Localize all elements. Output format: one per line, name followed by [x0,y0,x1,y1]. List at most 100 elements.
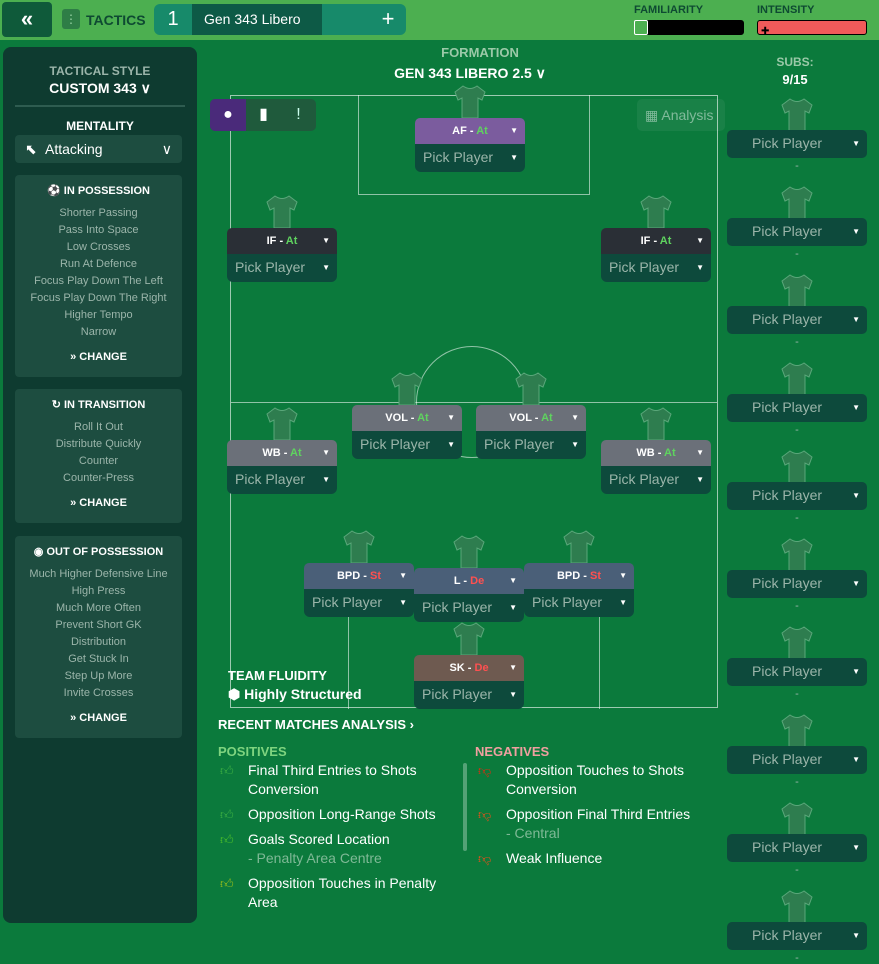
dropdown-arrow-icon: ▼ [852,491,860,500]
pick-player-select[interactable]: Pick Player ▼ [227,466,337,494]
pick-player-select[interactable]: Pick Player ▼ [414,594,524,622]
dropdown-arrow-icon: ▼ [852,315,860,324]
pick-player-select[interactable]: Pick Player ▼ [601,466,711,494]
stats-view-button[interactable]: ▮ [259,106,268,123]
dropdown-arrow-icon: ▼ [510,153,518,162]
dropdown-arrow-icon: ▼ [447,440,455,449]
tactic-slot-number[interactable]: 1 [167,8,179,30]
tactic-select[interactable]: Gen 343 Libero 2.5∨ [192,4,322,35]
change-out-of-possession-button[interactable]: » CHANGE [70,712,127,724]
mentality-value: Attacking [45,141,103,157]
instruction-item: High Press [71,585,126,597]
pick-player-select[interactable]: Pick Player ▼ [414,681,524,709]
tactic-name: Gen 343 Libero 2.5 [204,11,301,27]
pick-sub-select[interactable]: Pick Player ▼ [727,130,867,158]
view-toggle: ● ▮ ! [210,99,316,131]
dropdown-arrow-icon: ▼ [322,263,330,272]
sub-slot: Pick Player ▼ - [727,802,867,876]
pick-sub-select[interactable]: Pick Player ▼ [727,482,867,510]
role-select[interactable]: BPD - St ▼ [304,563,414,589]
back-button[interactable]: « [2,2,52,37]
dropdown-arrow-icon: ▼ [696,236,704,245]
instruction-item: Prevent Short GK [55,619,142,631]
pick-sub-select[interactable]: Pick Player ▼ [727,746,867,774]
mentality-select[interactable]: ⬉ Attacking ∨ [15,135,182,163]
pick-sub-select[interactable]: Pick Player ▼ [727,834,867,862]
sub-empty-dash: - [795,248,799,260]
pick-sub-select[interactable]: Pick Player ▼ [727,218,867,246]
role-select[interactable]: VOL - At ▼ [476,405,586,431]
instruction-item: Counter-Press [63,472,134,484]
role-select[interactable]: AF - At ▼ [415,118,525,144]
dropdown-arrow-icon: ▼ [696,448,704,457]
pick-player-select[interactable]: Pick Player ▼ [524,589,634,617]
dropdown-arrow-icon: ▼ [571,413,579,422]
player-view-button[interactable]: ● [210,99,246,131]
pick-player-select[interactable]: Pick Player ▼ [476,431,586,459]
sub-empty-dash: - [795,864,799,876]
thumbs-down-icon: 👎︎ [478,807,492,822]
grid-icon: ▦ [645,107,659,123]
sub-slot: Pick Player ▼ - [727,538,867,612]
intensity-meter[interactable]: ✚ [757,20,867,37]
pick-sub-select[interactable]: Pick Player ▼ [727,306,867,334]
in-transition-title: ↻ IN TRANSITION [51,399,146,411]
info-view-button[interactable]: ! [296,106,301,123]
instruction-item: Pass Into Space [58,224,139,236]
instruction-item: Invite Crosses [63,687,134,699]
change-in-possession-button[interactable]: » CHANGE [70,351,127,363]
add-tactic-button[interactable]: + [381,6,395,31]
pick-player-select[interactable]: Pick Player ▼ [227,254,337,282]
formation-select[interactable]: GEN 343 LIBERO 2.5 ∨ [360,65,580,82]
pick-sub-select[interactable]: Pick Player ▼ [727,394,867,422]
pick-player-select[interactable]: Pick Player ▼ [601,254,711,282]
dropdown-arrow-icon: ▼ [399,598,407,607]
scrollbar[interactable] [463,763,467,851]
shirt-icon [779,273,815,309]
penalty-box-top [358,95,590,195]
change-in-transition-button[interactable]: » CHANGE [70,497,127,509]
dropdown-arrow-icon: ▼ [447,413,455,422]
role-select[interactable]: WB - At ▼ [227,440,337,466]
subs-label: SUBS: [776,55,814,69]
tactics-label: TACTICS [86,12,146,28]
tactical-style-select[interactable]: CUSTOM 343 ∨ [3,80,197,97]
instruction-item: Focus Play Down The Left [34,275,163,287]
dropdown-arrow-icon: ▼ [852,403,860,412]
dropdown-arrow-icon: ▼ [510,126,518,135]
pick-sub-select[interactable]: Pick Player ▼ [727,570,867,598]
instruction-item: Narrow [80,326,117,338]
pick-sub-select[interactable]: Pick Player ▼ [727,922,867,950]
role-select[interactable]: L - De ▼ [414,568,524,594]
player-slot-wb: WB - At ▼ Pick Player ▼ [601,407,711,494]
player-slot-wb: WB - At ▼ Pick Player ▼ [227,407,337,494]
dropdown-arrow-icon: ▼ [399,571,407,580]
instruction-item: Distribution [70,636,127,648]
pick-player-select[interactable]: Pick Player ▼ [352,431,462,459]
divider [15,105,185,107]
dropdown-arrow-icon: ▼ [852,755,860,764]
sub-empty-dash: - [795,688,799,700]
role-select[interactable]: IF - At ▼ [601,228,711,254]
sub-slot: Pick Player ▼ - [727,362,867,436]
role-select[interactable]: SK - De ▼ [414,655,524,681]
role-select[interactable]: VOL - At ▼ [352,405,462,431]
sub-empty-dash: - [795,424,799,436]
shirt-icon [779,713,815,749]
shirt-icon [452,84,488,120]
pick-player-select[interactable]: Pick Player ▼ [415,144,525,172]
role-select[interactable]: IF - At ▼ [227,228,337,254]
shirt-icon [779,185,815,221]
recent-matches-analysis-link[interactable]: RECENT MATCHES ANALYSIS › [218,717,414,732]
intensity-icon: ✚ [761,26,770,37]
analysis-button[interactable]: ▦ Analysis [637,99,725,131]
in-possession-section: ⚽ IN POSSESSION Shorter Passing Pass Into… [15,175,182,377]
sub-slot: Pick Player ▼ - [727,890,867,964]
familiarity-meter[interactable] [634,20,744,35]
pick-player-select[interactable]: Pick Player ▼ [304,589,414,617]
shirt-icon [513,371,549,407]
role-select[interactable]: WB - At ▼ [601,440,711,466]
pick-sub-select[interactable]: Pick Player ▼ [727,658,867,686]
thumbs-up-icon: 👍︎ [220,763,234,778]
role-select[interactable]: BPD - St ▼ [524,563,634,589]
